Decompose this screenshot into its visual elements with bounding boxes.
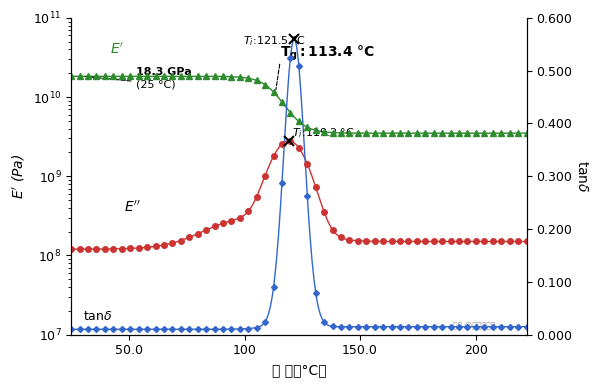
X-axis label: 温 度（°C）: 温 度（°C） bbox=[272, 363, 326, 377]
Text: $T_i$:121.5 °C: $T_i$:121.5 °C bbox=[244, 35, 307, 48]
Text: $T_i$:119.2 °C: $T_i$:119.2 °C bbox=[292, 126, 355, 140]
Text: $E''$: $E''$ bbox=[124, 200, 141, 215]
Y-axis label: $E'$ (Pa): $E'$ (Pa) bbox=[11, 154, 28, 199]
Y-axis label: tan$\delta$: tan$\delta$ bbox=[575, 160, 589, 192]
Text: $\mathbf{T_g:113.4}$ °C: $\mathbf{T_g:113.4}$ °C bbox=[280, 44, 375, 63]
Text: tan$\delta$: tan$\delta$ bbox=[83, 310, 112, 323]
Text: $E'$: $E'$ bbox=[110, 42, 125, 57]
Text: 18.3 GPa: 18.3 GPa bbox=[136, 67, 191, 77]
Text: 知乎 @科迈斯集团: 知乎 @科迈斯集团 bbox=[452, 321, 495, 330]
Text: (25 °C): (25 °C) bbox=[136, 80, 176, 90]
